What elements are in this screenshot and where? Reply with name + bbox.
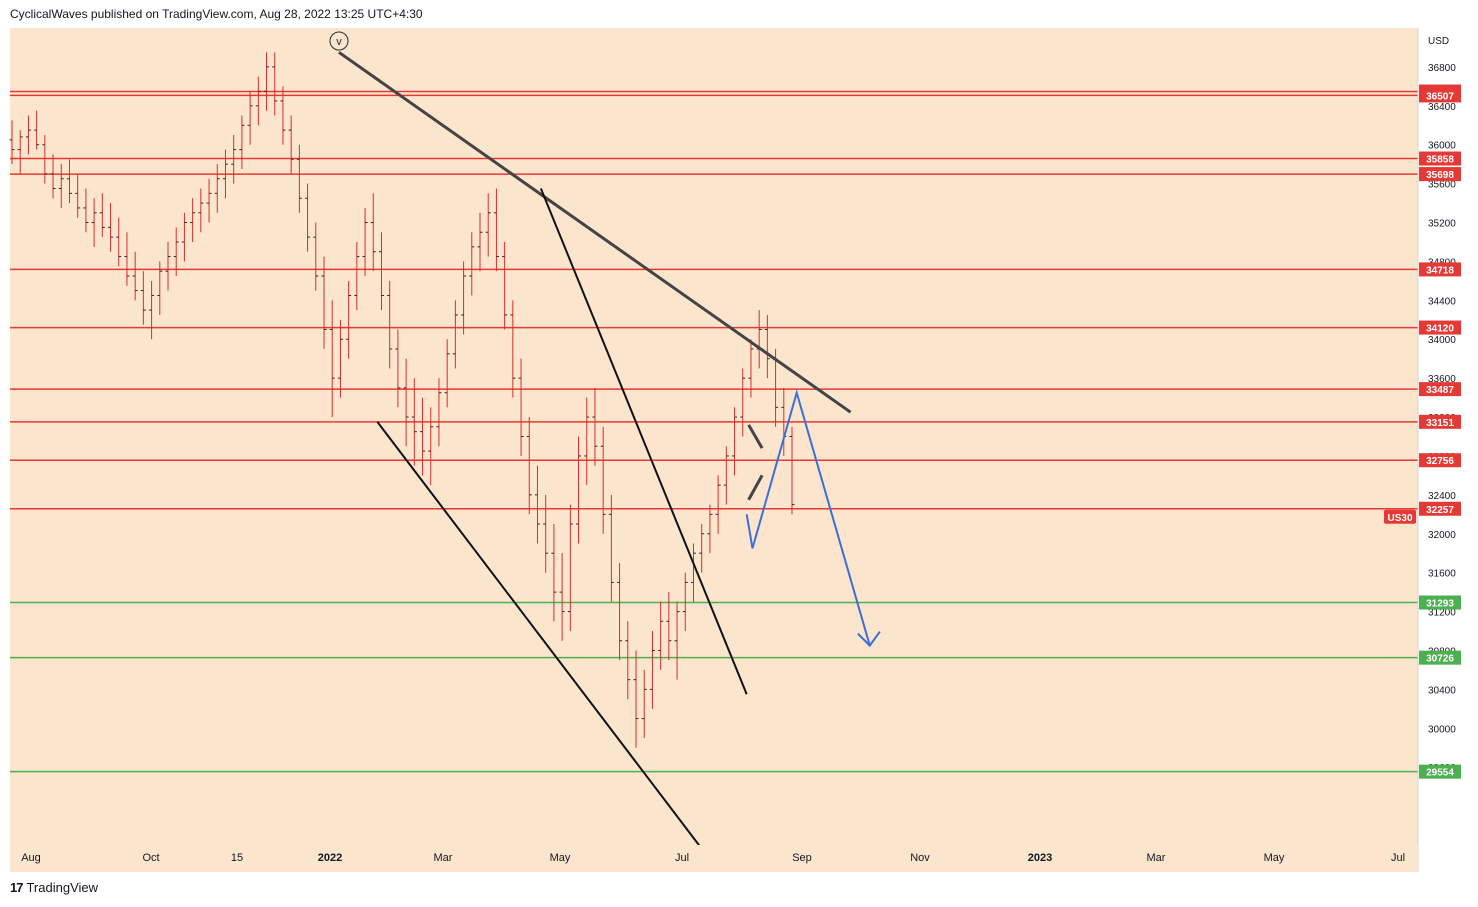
y-tick-label: 34000 (1428, 335, 1456, 346)
y-tick-label: 32400 (1428, 491, 1456, 502)
trendline-upper-descending (338, 51, 852, 414)
x-tick-label: Sep (792, 852, 812, 864)
level-price-tag (1419, 501, 1461, 516)
trendlines (338, 51, 852, 856)
trendline-lower-channel (376, 421, 708, 856)
level-price-tag (1419, 764, 1461, 779)
level-price-text: 33487 (1426, 385, 1454, 396)
x-tick-label: Nov (910, 852, 930, 864)
y-tick-label: 35200 (1428, 219, 1456, 230)
x-tick-label: Oct (142, 852, 159, 864)
level-price-text: 30726 (1426, 654, 1454, 665)
currency-label: USD (1428, 36, 1449, 47)
x-tick-label: Jul (1391, 852, 1405, 864)
y-tick-label: 30000 (1428, 724, 1456, 735)
time-axis-panel (10, 845, 1418, 872)
plot-background (10, 28, 1418, 872)
y-tick-label: 32000 (1428, 530, 1456, 541)
tradingview-brand[interactable]: 17 TradingView (10, 880, 98, 895)
x-tick-label: 2023 (1028, 852, 1052, 864)
price-bars (9, 52, 795, 748)
x-tick-label: Jul (675, 852, 689, 864)
x-tick-label: 2022 (318, 852, 342, 864)
y-tick-label: 30400 (1428, 685, 1456, 696)
x-tick-label: 15 (231, 852, 243, 864)
level-price-tag (1419, 650, 1461, 665)
level-price-text: 32257 (1426, 505, 1454, 516)
y-tick-label: 36000 (1428, 141, 1456, 152)
brand-name: TradingView (26, 880, 99, 895)
horizontal-levels (10, 90, 1418, 773)
level-price-text: 34120 (1426, 324, 1454, 335)
level-price-text: 34718 (1426, 265, 1454, 276)
level-price-tag (1419, 151, 1461, 166)
x-tick-label: Mar (1147, 852, 1166, 864)
wave-label: v (336, 36, 342, 48)
level-labels: 3654736507358583569834718341203348733151… (1384, 84, 1461, 779)
level-price-text: 31293 (1426, 599, 1454, 610)
projection-line (745, 389, 871, 646)
level-price-text: 35858 (1426, 155, 1454, 166)
level-price-tag (1419, 320, 1461, 335)
level-price-tag (1419, 262, 1461, 277)
symbol-tag-text: US30 (1387, 513, 1412, 524)
y-tick-label: 31600 (1428, 569, 1456, 580)
symbol-tag (1384, 509, 1416, 524)
y-tick-label: 36800 (1428, 63, 1456, 74)
level-price-tag (1419, 167, 1461, 182)
tradingview-logo-icon: 17 (10, 880, 24, 895)
x-tick-label: Mar (434, 852, 453, 864)
wave-circle-icon (329, 31, 349, 51)
y-tick-label: 31200 (1428, 608, 1456, 619)
flag-mark (747, 424, 764, 449)
y-tick-label: 36400 (1428, 102, 1456, 113)
level-price-tag (1419, 453, 1461, 468)
level-price-tag (1419, 382, 1461, 397)
x-tick-label: May (550, 852, 571, 864)
level-price-tag (1419, 595, 1461, 610)
y-tick-label: 34400 (1428, 296, 1456, 307)
level-price-tag (1419, 414, 1461, 429)
x-tick-label: May (1264, 852, 1285, 864)
level-price-text: 36507 (1426, 91, 1454, 102)
trendline-wedge-line (539, 188, 748, 695)
y-tick-label: 35600 (1428, 180, 1456, 191)
level-price-text: 32756 (1426, 456, 1454, 467)
projection-path (745, 389, 881, 648)
x-tick-label: Aug (21, 852, 41, 864)
level-price-tag (1419, 88, 1461, 103)
level-price-text: 33151 (1426, 418, 1454, 429)
arrow-down-icon (857, 631, 881, 648)
time-axis: Aug Oct 15 2022 Mar May Jul Sep Nov 2023 Mar May Jul (10, 845, 1418, 872)
level-price-text: 29554 (1426, 768, 1454, 779)
publisher-line: CyclicalWaves published on TradingView.c… (10, 7, 423, 21)
wave-marker: v (329, 31, 349, 51)
level-price-text: 35698 (1426, 170, 1454, 181)
flag-mark (747, 474, 764, 501)
y-tick-label: 33600 (1428, 374, 1456, 385)
